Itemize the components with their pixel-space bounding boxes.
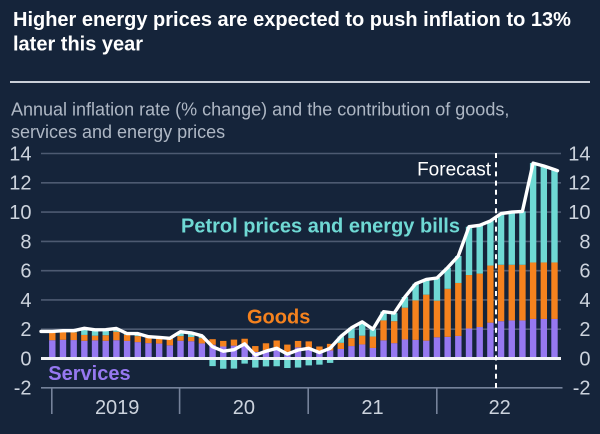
svg-text:2: 2	[579, 319, 590, 341]
svg-text:later this year: later this year	[13, 33, 143, 55]
svg-text:21: 21	[361, 397, 383, 419]
svg-text:6: 6	[579, 261, 590, 283]
svg-text:4: 4	[579, 290, 590, 312]
svg-text:6: 6	[20, 261, 31, 283]
svg-text:Forecast: Forecast	[417, 159, 492, 180]
svg-text:services and energy prices: services and energy prices	[11, 122, 225, 142]
svg-text:14: 14	[568, 143, 590, 165]
svg-text:12: 12	[568, 173, 590, 195]
svg-text:10: 10	[568, 202, 590, 224]
svg-text:Services: Services	[48, 363, 130, 385]
svg-text:14: 14	[9, 143, 31, 165]
svg-text:2019: 2019	[95, 397, 140, 419]
svg-text:Petrol prices and energy bills: Petrol prices and energy bills	[181, 215, 460, 237]
svg-text:12: 12	[9, 173, 31, 195]
svg-text:Higher energy prices are expec: Higher energy prices are expected to pus…	[13, 9, 571, 31]
svg-text:2: 2	[20, 319, 31, 341]
svg-text:8: 8	[20, 231, 31, 253]
svg-text:20: 20	[233, 397, 255, 419]
svg-text:-2: -2	[14, 378, 32, 400]
svg-text:0: 0	[20, 348, 31, 370]
svg-text:Goods: Goods	[247, 306, 310, 328]
svg-text:-2: -2	[573, 378, 591, 400]
svg-text:4: 4	[20, 290, 31, 312]
svg-text:0: 0	[579, 348, 590, 370]
svg-text:Annual inflation rate (% chang: Annual inflation rate (% change) and the…	[11, 99, 509, 119]
svg-text:8: 8	[579, 231, 590, 253]
svg-text:22: 22	[489, 397, 511, 419]
svg-text:10: 10	[9, 202, 31, 224]
